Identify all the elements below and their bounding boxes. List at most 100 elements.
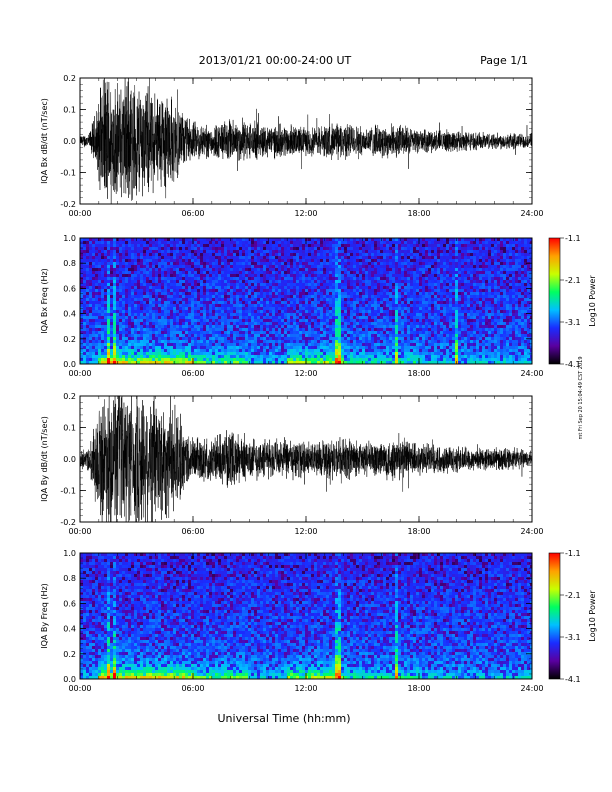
spectrogram-cell xyxy=(398,268,401,271)
spectrogram-cell xyxy=(377,292,380,295)
spectrogram-cell xyxy=(248,307,251,310)
spectrogram-cell xyxy=(341,262,344,265)
spectrogram-cell xyxy=(233,298,236,301)
spectrogram-cell xyxy=(92,238,95,241)
spectrogram-cell xyxy=(278,340,281,343)
spectrogram-cell xyxy=(359,241,362,244)
spectrogram-cell xyxy=(182,301,185,304)
spectrogram-cell xyxy=(101,313,104,316)
spectrogram-cell xyxy=(125,247,128,250)
spectrogram-cell xyxy=(329,286,332,289)
spectrogram-cell xyxy=(401,238,404,241)
spectrogram-cell xyxy=(245,307,248,310)
spectrogram-cell xyxy=(218,328,221,331)
spectrogram-cell xyxy=(227,265,230,268)
spectrogram-cell xyxy=(407,283,410,286)
spectrogram-cell xyxy=(335,355,338,358)
spectrogram-cell xyxy=(299,346,302,349)
spectrogram-cell xyxy=(107,256,110,259)
spectrogram-cell xyxy=(197,346,200,349)
spectrogram-cell xyxy=(203,256,206,259)
spectrogram-cell xyxy=(425,283,428,286)
spectrogram-cell xyxy=(368,295,371,298)
spectrogram-cell xyxy=(284,241,287,244)
spectrogram-cell xyxy=(419,331,422,334)
spectrogram-cell xyxy=(383,358,386,361)
spectrogram-cell xyxy=(173,262,176,265)
spectrogram-cell xyxy=(164,349,167,352)
spectrogram-cell xyxy=(140,259,143,262)
spectrogram-cell xyxy=(269,238,272,241)
spectrogram-cell xyxy=(398,298,401,301)
spectrogram-cell xyxy=(236,241,239,244)
spectrogram-cell xyxy=(89,310,92,313)
spectrogram-cell xyxy=(128,301,131,304)
spectrogram-cell xyxy=(404,331,407,334)
spectrogram-cell xyxy=(338,259,341,262)
spectrogram-cell xyxy=(116,343,119,346)
spectrogram-cell xyxy=(167,271,170,274)
spectrogram-cell xyxy=(173,298,176,301)
spectrogram-cell xyxy=(197,295,200,298)
spectrogram-cell xyxy=(350,277,353,280)
spectrogram-cell xyxy=(119,313,122,316)
spectrogram-cell xyxy=(344,325,347,328)
spectrogram-cell xyxy=(389,277,392,280)
spectrogram-cell xyxy=(122,304,125,307)
y-tick-label: 0.2 xyxy=(63,74,76,83)
spectrogram-cell xyxy=(86,286,89,289)
spectrogram-cell xyxy=(188,319,191,322)
spectrogram-cell xyxy=(137,343,140,346)
spectrogram-cell xyxy=(371,262,374,265)
spectrogram-cell xyxy=(392,283,395,286)
spectrogram-cell xyxy=(221,238,224,241)
spectrogram-cell xyxy=(308,265,311,268)
spectrogram-cell xyxy=(293,352,296,355)
spectrogram-cell xyxy=(95,355,98,358)
spectrogram-cell xyxy=(413,253,416,256)
spectrogram-cell xyxy=(203,277,206,280)
spectrogram-cell xyxy=(275,274,278,277)
spectrogram-cell xyxy=(104,328,107,331)
spectrogram-cell xyxy=(368,289,371,292)
spectrogram-cell xyxy=(401,247,404,250)
spectrogram-cell xyxy=(383,277,386,280)
spectrogram-cell xyxy=(410,346,413,349)
spectrogram-cell xyxy=(140,253,143,256)
spectrogram-cell xyxy=(176,268,179,271)
spectrogram-cell xyxy=(353,295,356,298)
spectrogram-cell xyxy=(200,355,203,358)
spectrogram-cell xyxy=(152,241,155,244)
spectrogram-cell xyxy=(269,295,272,298)
spectrogram-cell xyxy=(293,274,296,277)
spectrogram-cell xyxy=(350,265,353,268)
spectrogram-cell xyxy=(383,298,386,301)
spectrogram-cell xyxy=(281,301,284,304)
spectrogram-cell xyxy=(284,322,287,325)
spectrogram-cell xyxy=(338,361,341,364)
spectrogram-cell xyxy=(260,244,263,247)
spectrogram-cell xyxy=(359,292,362,295)
spectrogram-cell xyxy=(248,274,251,277)
spectrogram-cell xyxy=(215,271,218,274)
spectrogram-cell xyxy=(263,343,266,346)
spectrogram-cell xyxy=(140,352,143,355)
spectrogram-cell xyxy=(140,286,143,289)
spectrogram-cell xyxy=(284,289,287,292)
spectrogram-cell xyxy=(245,328,248,331)
spectrogram-cell xyxy=(89,307,92,310)
spectrogram-cell xyxy=(425,304,428,307)
spectrogram-cell xyxy=(272,280,275,283)
spectrogram-cell xyxy=(371,352,374,355)
spectrogram-cell xyxy=(143,238,146,241)
spectrogram-cell xyxy=(179,271,182,274)
spectrogram-cell xyxy=(344,277,347,280)
spectrogram-cell xyxy=(164,250,167,253)
spectrogram-cell xyxy=(221,253,224,256)
spectrogram-cell xyxy=(404,343,407,346)
spectrogram-cell xyxy=(383,295,386,298)
spectrogram-cell xyxy=(89,325,92,328)
spectrogram-cell xyxy=(260,358,263,361)
spectrogram-cell xyxy=(158,247,161,250)
spectrogram-cell xyxy=(254,358,257,361)
